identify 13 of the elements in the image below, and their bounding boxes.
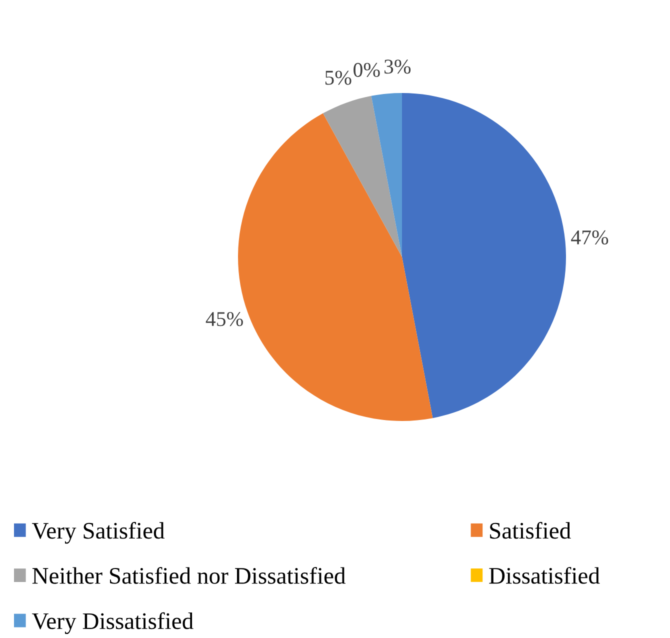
legend-label: Very Dissatisfied: [32, 612, 194, 634]
data-label: 45%: [206, 312, 243, 326]
data-label: 47%: [571, 230, 608, 245]
legend-label: Dissatisfied: [489, 566, 600, 584]
pie-slice: [371, 93, 402, 257]
text: 0%: [354, 62, 380, 78]
legend-label: Very Satisfied: [32, 522, 165, 544]
legend-label: Satisfied: [490, 522, 571, 539]
data-label: 3%: [384, 60, 411, 74]
legend-label: Neither Satisfied nor Dissatisfied: [32, 567, 346, 584]
pie-slice: [402, 93, 566, 418]
data-label: 5%: [325, 70, 352, 85]
pie-slice: [322, 96, 402, 257]
